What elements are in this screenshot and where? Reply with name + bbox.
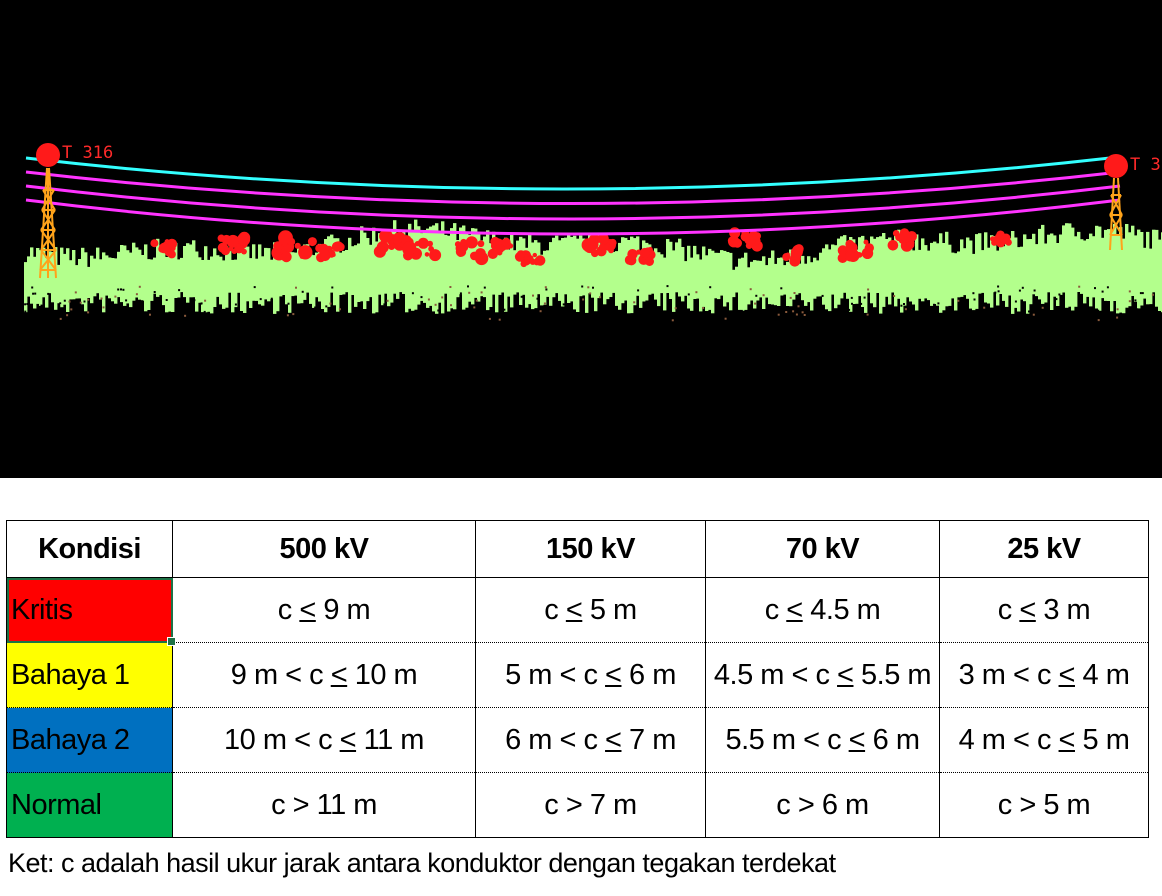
less-or-equal-sign: < xyxy=(330,658,348,691)
cell-kritis-500kv[interactable]: c < 9 m xyxy=(172,577,476,643)
header-70kv[interactable]: 70 kV xyxy=(705,520,940,578)
conductor-line-1 xyxy=(25,170,1121,205)
tower-right-label: T 3 xyxy=(1130,155,1161,175)
condition-bahaya-1[interactable]: Bahaya 1 xyxy=(6,642,173,708)
clearance-table: Kondisi 500 kV 150 kV 70 kV 25 kV Kritis… xyxy=(6,520,1149,838)
condition-label: Bahaya 1 xyxy=(11,658,130,691)
less-or-equal-sign: < xyxy=(605,658,622,691)
less-or-equal-sign: < xyxy=(1058,723,1076,756)
tower-left-label: T 316 xyxy=(62,143,113,163)
vegetation-critical xyxy=(150,227,1012,268)
conductor-line-top xyxy=(25,156,1111,191)
less-or-equal-sign: < xyxy=(1019,593,1036,626)
cell-normal-70kv[interactable]: c > 6 m xyxy=(705,772,940,838)
lidar-profile-view: T 316 T 3 xyxy=(0,0,1162,478)
lidar-profile-canvas: T 316 T 3 xyxy=(24,143,1162,322)
cell-bahaya-1-500kv[interactable]: 9 m < c < 10 m xyxy=(172,642,476,708)
less-or-equal-sign: < xyxy=(1058,658,1076,691)
cell-bahaya-2-500kv[interactable]: 10 m < c < 11 m xyxy=(172,707,476,773)
condition-label: Normal xyxy=(11,788,102,821)
vegetation-normal xyxy=(24,219,1162,322)
cell-normal-150kv[interactable]: c > 7 m xyxy=(475,772,706,838)
less-or-equal-sign: < xyxy=(786,593,803,626)
condition-bahaya-2[interactable]: Bahaya 2 xyxy=(6,707,173,773)
cell-bahaya-2-70kv[interactable]: 5.5 m < c < 6 m xyxy=(705,707,940,773)
cell-kritis-25kv[interactable]: c < 3 m xyxy=(939,577,1149,643)
cell-normal-25kv[interactable]: c > 5 m xyxy=(939,772,1149,838)
cell-kritis-150kv[interactable]: c < 5 m xyxy=(475,577,706,643)
condition-kritis[interactable]: Kritis xyxy=(6,577,176,646)
condition-label: Kritis xyxy=(11,593,73,626)
less-or-equal-sign: < xyxy=(299,593,316,626)
tower-left: T 316 xyxy=(36,143,113,279)
table-header-row: Kondisi 500 kV 150 kV 70 kV 25 kV xyxy=(6,520,1149,578)
less-or-equal-sign: < xyxy=(339,723,357,756)
tower-right: T 3 xyxy=(1104,154,1161,251)
less-or-equal-sign: < xyxy=(837,658,854,691)
condition-label: Bahaya 2 xyxy=(11,723,130,756)
condition-normal[interactable]: Normal xyxy=(6,772,173,838)
less-or-equal-sign: < xyxy=(848,723,866,756)
header-25kv[interactable]: 25 kV xyxy=(939,520,1149,578)
less-or-equal-sign: < xyxy=(565,593,583,626)
header-kondisi[interactable]: Kondisi xyxy=(6,520,173,578)
cell-bahaya-2-25kv[interactable]: 4 m < c < 5 m xyxy=(939,707,1149,773)
header-500kv[interactable]: 500 kV xyxy=(172,520,476,578)
cell-kritis-70kv[interactable]: c < 4.5 m xyxy=(705,577,940,643)
cell-bahaya-1-25kv[interactable]: 3 m < c < 4 m xyxy=(939,642,1149,708)
tower-left-marker xyxy=(36,143,60,167)
conductor-line-2 xyxy=(25,184,1121,221)
footnote: Ket: c adalah hasil ukur jarak antara ko… xyxy=(8,848,836,878)
cell-bahaya-2-150kv[interactable]: 6 m < c < 7 m xyxy=(475,707,706,773)
conductor-line-3 xyxy=(25,198,1121,236)
header-150kv[interactable]: 150 kV xyxy=(475,520,706,578)
cell-bahaya-1-150kv[interactable]: 5 m < c < 6 m xyxy=(475,642,706,708)
tower-right-marker xyxy=(1104,154,1128,178)
less-or-equal-sign: < xyxy=(605,723,622,756)
cell-normal-500kv[interactable]: c > 11 m xyxy=(172,772,476,838)
selection-fill-handle[interactable] xyxy=(167,637,176,646)
cell-bahaya-1-70kv[interactable]: 4.5 m < c < 5.5 m xyxy=(705,642,940,708)
